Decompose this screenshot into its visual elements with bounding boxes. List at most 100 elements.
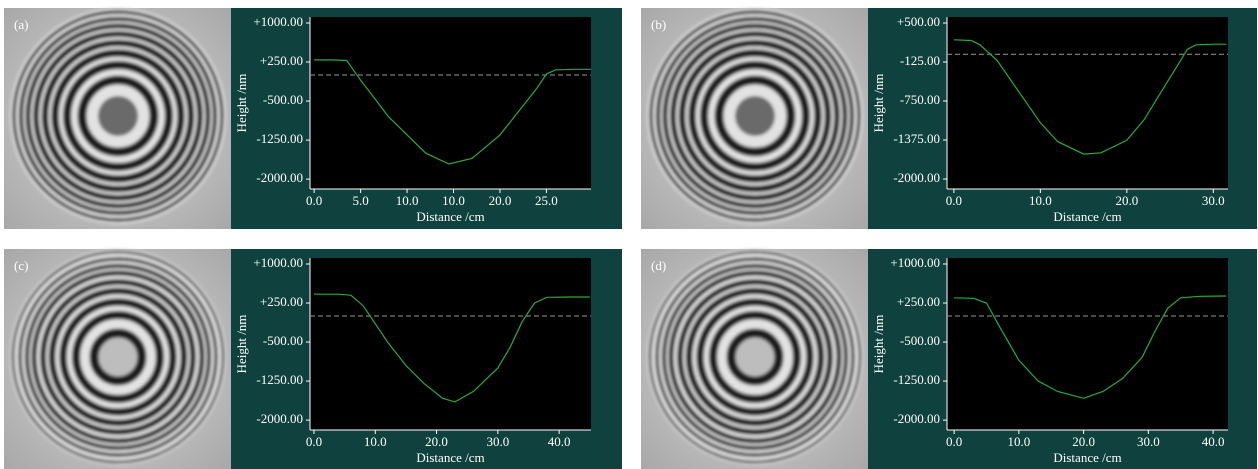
fringe-ring — [51, 49, 185, 183]
fringe-ring — [685, 287, 825, 427]
fringe-ring — [18, 16, 218, 216]
y-tick-label: +250.00 — [260, 53, 303, 68]
y-axis-label: Height /nm — [234, 74, 249, 133]
x-axis-label: Distance /cm — [416, 450, 484, 465]
fringe-ring — [655, 257, 855, 457]
fringe-ring — [62, 60, 174, 172]
fringe-ring — [77, 75, 159, 157]
fringe-ring — [40, 279, 196, 435]
fringe-ring — [24, 263, 212, 451]
plot-area — [310, 17, 591, 189]
fringe-ring — [71, 310, 165, 404]
plot-area — [947, 258, 1228, 430]
profile-line — [953, 39, 1227, 155]
x-tick-label: 20.0 — [1115, 193, 1138, 208]
interferogram: (c) — [4, 249, 231, 469]
fringe-ring — [31, 270, 205, 444]
y-tick-label: +250.00 — [897, 294, 940, 309]
x-tick-label: 20.0 — [425, 434, 448, 449]
fringe-ring — [89, 328, 147, 386]
x-tick-label: 10.0 — [364, 434, 387, 449]
fringe-ring — [668, 270, 842, 444]
fringe-ring — [726, 328, 784, 386]
fringe-rings — [647, 249, 863, 465]
y-tick-label: -500.00 — [263, 333, 303, 348]
x-tick-label: 25.0 — [535, 193, 558, 208]
panel-label: (d) — [651, 258, 666, 273]
y-tick-label: -1250.00 — [256, 372, 303, 387]
panel-label: (c) — [14, 258, 28, 273]
fringe-rings — [647, 8, 863, 224]
x-tick-label: 10.0 — [1029, 193, 1052, 208]
x-tick-label: 20.0 — [1072, 434, 1095, 449]
fringe-ring — [33, 31, 203, 201]
fringe-center — [98, 96, 138, 136]
y-tick-label: -2000.00 — [893, 411, 940, 426]
fringe-rings — [10, 249, 226, 465]
y-tick-label: -500.00 — [263, 92, 303, 107]
profile-line — [314, 59, 591, 165]
fringe-ring — [708, 310, 802, 404]
x-tick-label: 30.0 — [1202, 193, 1225, 208]
fringe-center — [735, 337, 775, 377]
fringe-ring — [59, 298, 177, 416]
fringe-ring — [655, 16, 855, 216]
fringe-center — [98, 337, 138, 377]
y-tick-label: -500.00 — [900, 333, 940, 348]
y-tick-label: -750.00 — [900, 92, 940, 107]
x-tick-label: 10.0 — [396, 193, 419, 208]
y-tick-label: -1375.00 — [893, 131, 940, 146]
x-tick-label: 0.0 — [946, 193, 962, 208]
fringe-ring — [661, 263, 849, 451]
fringe-ring — [48, 287, 188, 427]
x-tick-label: 0.0 — [306, 193, 322, 208]
fringe-ring — [12, 10, 224, 222]
interferogram: (d) — [641, 249, 868, 469]
interferogram: (b) — [641, 8, 868, 229]
x-axis-label: Distance /cm — [1053, 209, 1121, 224]
x-tick-label: 20.0 — [489, 193, 512, 208]
fringe-ring — [41, 39, 195, 193]
fringe-ring — [649, 10, 861, 222]
x-tick-label: 0.0 — [306, 434, 322, 449]
panel-label: (b) — [651, 17, 666, 32]
profile-line — [954, 295, 1227, 399]
profile-chart: +1000.00+250.00-500.00-1250.00-2000.000.… — [868, 249, 1257, 469]
fringe-ring — [18, 257, 218, 457]
fringe-center — [735, 96, 775, 136]
y-tick-label: +1000.00 — [890, 255, 940, 270]
fringe-ring — [670, 31, 840, 201]
fringe-rings — [10, 8, 226, 224]
x-axis-label: Distance /cm — [416, 209, 484, 224]
interferogram: (a) — [4, 8, 231, 229]
fringe-ring — [662, 23, 848, 209]
x-tick-label: 40.0 — [1202, 434, 1225, 449]
y-tick-label: -125.00 — [900, 53, 940, 68]
x-tick-label: 30.0 — [1137, 434, 1160, 449]
y-tick-label: -2000.00 — [256, 170, 303, 185]
y-axis-label: Height /nm — [871, 74, 886, 133]
fringe-ring — [696, 298, 814, 416]
y-tick-label: +250.00 — [260, 294, 303, 309]
fringe-ring — [688, 49, 822, 183]
x-axis-label: Distance /cm — [1053, 450, 1121, 465]
y-axis-label: Height /nm — [234, 315, 249, 374]
y-axis-label: Height /nm — [871, 315, 886, 374]
fringe-ring — [714, 75, 796, 157]
fringe-ring — [25, 23, 211, 209]
x-tick-label: 5.0 — [353, 193, 369, 208]
x-tick-label: 40.0 — [548, 434, 571, 449]
fringe-ring — [677, 279, 833, 435]
x-tick-label: 10.0 — [442, 193, 465, 208]
y-tick-label: -2000.00 — [893, 170, 940, 185]
panel-label: (a) — [14, 17, 28, 32]
y-tick-label: -1250.00 — [893, 372, 940, 387]
fringe-ring — [699, 60, 811, 172]
x-tick-label: 30.0 — [486, 434, 509, 449]
y-tick-label: +1000.00 — [253, 14, 303, 29]
plot-area — [310, 258, 591, 430]
y-tick-label: +1000.00 — [253, 255, 303, 270]
profile-chart: +1000.00+250.00-500.00-1250.00-2000.000.… — [231, 249, 622, 469]
profile-chart: +1000.00+250.00-500.00-1250.00-2000.000.… — [231, 8, 622, 229]
